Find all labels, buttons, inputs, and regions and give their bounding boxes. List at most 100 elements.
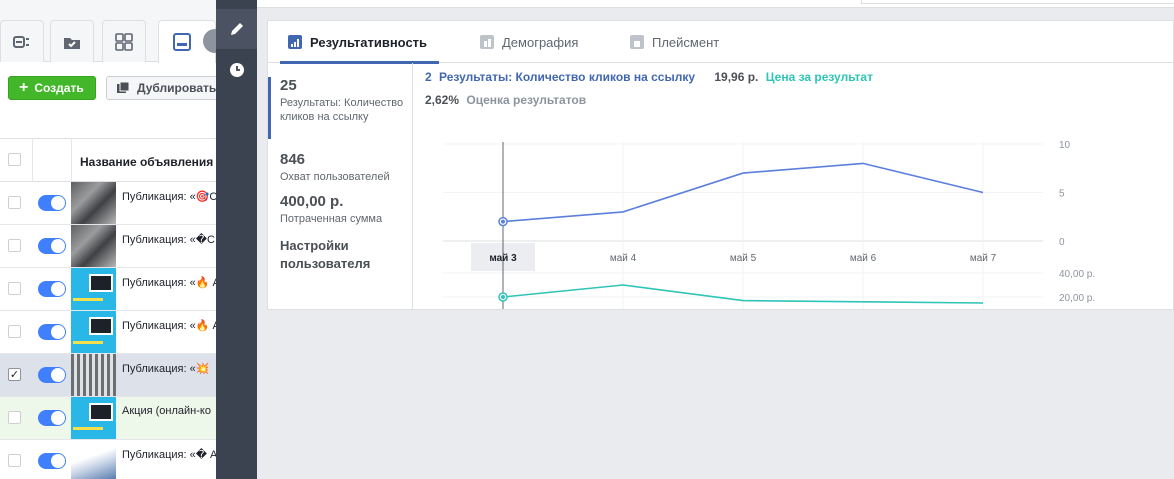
x-tick-label: май 7 <box>970 253 997 264</box>
ad-name[interactable]: Публикация: «🎯С <box>122 191 216 203</box>
ad-thumbnail <box>71 440 116 479</box>
ad-toggle[interactable] <box>38 238 66 254</box>
legend-results: 2 Результаты: Количество кликов на ссылк… <box>425 70 873 84</box>
metric-value: 846 <box>280 151 306 168</box>
ad-toggle[interactable] <box>38 410 66 426</box>
x-tick-label: май 4 <box>610 253 637 264</box>
table-row[interactable]: ✓ Публикация: «💥 <box>0 354 216 397</box>
ad-toggle[interactable] <box>38 324 66 340</box>
metric-custom-settings[interactable]: Настройки пользователя <box>268 237 398 273</box>
tab-adsets[interactable] <box>50 20 94 62</box>
tab-label: Плейсмент <box>652 34 720 50</box>
row-checkbox[interactable] <box>8 325 21 338</box>
metric-spent[interactable]: 400,00 р. Потраченная сумма <box>268 193 412 226</box>
performance-card: Результативность Демография Плейсмент 25… <box>267 20 1174 310</box>
table-row[interactable]: Акция (онлайн-ко <box>0 397 216 440</box>
history-button[interactable] <box>216 50 257 90</box>
ad-name[interactable]: Публикация: «� А <box>122 449 216 461</box>
create-button[interactable]: + Создать <box>8 76 96 100</box>
legend-results-label: Результаты: Количество кликов на ссылку <box>439 70 696 84</box>
duplicate-button[interactable]: Дублировать <box>106 76 216 100</box>
campaign-icon <box>13 35 29 48</box>
y-tick-label: 10 <box>1059 140 1071 151</box>
y-tick-label: 40,00 р. <box>1059 269 1095 280</box>
grid-icon <box>115 32 133 51</box>
metric-value: 400,00 р. <box>280 193 344 210</box>
ad-name[interactable]: Публикация: «🔥 А <box>122 277 216 289</box>
ad-thumbnail <box>71 397 116 439</box>
tab-campaigns[interactable] <box>0 20 44 62</box>
row-checkbox[interactable]: ✓ <box>8 368 21 381</box>
chart-area: 2 Результаты: Количество кликов на ссылк… <box>413 63 1173 309</box>
people-icon <box>480 35 494 49</box>
main-topbar <box>257 0 1174 8</box>
ad-thumbnail <box>71 182 116 224</box>
legend-cost-value: 19,96 р. <box>714 70 759 84</box>
table-row[interactable]: Публикация: «� А <box>0 440 216 479</box>
ad-name[interactable]: Акция (онлайн-ко <box>122 405 211 417</box>
metric-label: Потраченная сумма <box>280 213 383 225</box>
edit-button[interactable] <box>216 9 257 49</box>
table-row[interactable]: Публикация: «🔥 А <box>0 311 216 354</box>
tab-toggle-knob <box>203 29 216 53</box>
tab-ads-grid[interactable] <box>102 20 146 62</box>
column-ad-name[interactable]: Название объявления <box>80 155 214 169</box>
row-checkbox[interactable] <box>8 239 21 252</box>
y-tick-label: 5 <box>1059 189 1065 200</box>
legend-rate: 2,62% Оценка результатов <box>425 93 586 107</box>
ad-icon <box>173 33 191 51</box>
table-row[interactable]: Публикация: «�С <box>0 225 216 268</box>
cost-point-center <box>501 295 505 299</box>
metric-reach[interactable]: 846 Охват пользователей <box>268 151 412 184</box>
ad-thumbnail <box>71 268 116 310</box>
y-tick-label: 20,00 р. <box>1059 293 1095 304</box>
metric-value: 25 <box>280 77 297 94</box>
row-checkbox[interactable] <box>8 196 21 209</box>
legend-cost-label: Цена за результат <box>765 70 873 84</box>
ad-name[interactable]: Публикация: «�С <box>122 234 215 246</box>
create-label: Создать <box>34 81 84 95</box>
ad-thumbnail <box>71 225 116 267</box>
table-row[interactable]: Публикация: «🎯С <box>0 182 216 225</box>
ads-table-panel: + Создать Дублировать Название объявлени… <box>0 0 216 479</box>
legend-rate-value: 2,62% <box>425 93 460 107</box>
metric-results[interactable]: 25 Результаты: Количество кликов на ссыл… <box>268 77 412 139</box>
tab-ads[interactable] <box>158 20 216 63</box>
table-header: Название объявления <box>0 138 216 182</box>
ad-name[interactable]: Публикация: «💥 <box>122 363 210 375</box>
tab-demographics[interactable]: Демография <box>480 21 578 63</box>
results-point-center <box>501 219 505 224</box>
x-tick-label: май 3 <box>489 253 517 264</box>
custom-settings-label: Настройки пользователя <box>280 238 371 271</box>
folder-check-icon <box>64 37 80 49</box>
row-checkbox[interactable] <box>8 282 21 295</box>
duplicate-icon <box>117 82 129 93</box>
table-row[interactable]: Публикация: «🔥 А <box>0 268 216 311</box>
view-tabs <box>0 0 216 63</box>
row-checkbox[interactable] <box>8 454 21 467</box>
ad-toggle[interactable] <box>38 195 66 211</box>
ad-toggle[interactable] <box>38 453 66 469</box>
ad-toggle[interactable] <box>38 281 66 297</box>
placement-icon <box>630 35 644 49</box>
side-rail <box>216 0 257 479</box>
tab-placement[interactable]: Плейсмент <box>630 21 719 63</box>
plus-icon: + <box>19 79 29 96</box>
ad-toggle[interactable] <box>38 367 66 383</box>
insights-tabs: Результативность Демография Плейсмент <box>268 21 1173 64</box>
x-tick-label: май 6 <box>850 253 877 264</box>
row-checkbox[interactable] <box>8 411 21 424</box>
clock-icon <box>229 63 244 77</box>
duplicate-label: Дублировать <box>137 81 216 95</box>
y-tick-label: 0 <box>1059 237 1065 248</box>
pencil-icon <box>230 23 243 35</box>
ad-name[interactable]: Публикация: «🔥 А <box>122 320 216 332</box>
tab-performance[interactable]: Результативность <box>279 21 440 64</box>
bar-chart-icon <box>288 35 302 49</box>
metrics-list: 25 Результаты: Количество кликов на ссыл… <box>268 63 413 309</box>
select-all-checkbox[interactable] <box>8 153 21 166</box>
x-tick-label: май 5 <box>730 253 757 264</box>
tab-label: Результативность <box>310 34 428 50</box>
legend-results-count: 2 <box>425 70 432 84</box>
metric-label: Результаты: Количество кликов на ссылку <box>280 97 404 123</box>
